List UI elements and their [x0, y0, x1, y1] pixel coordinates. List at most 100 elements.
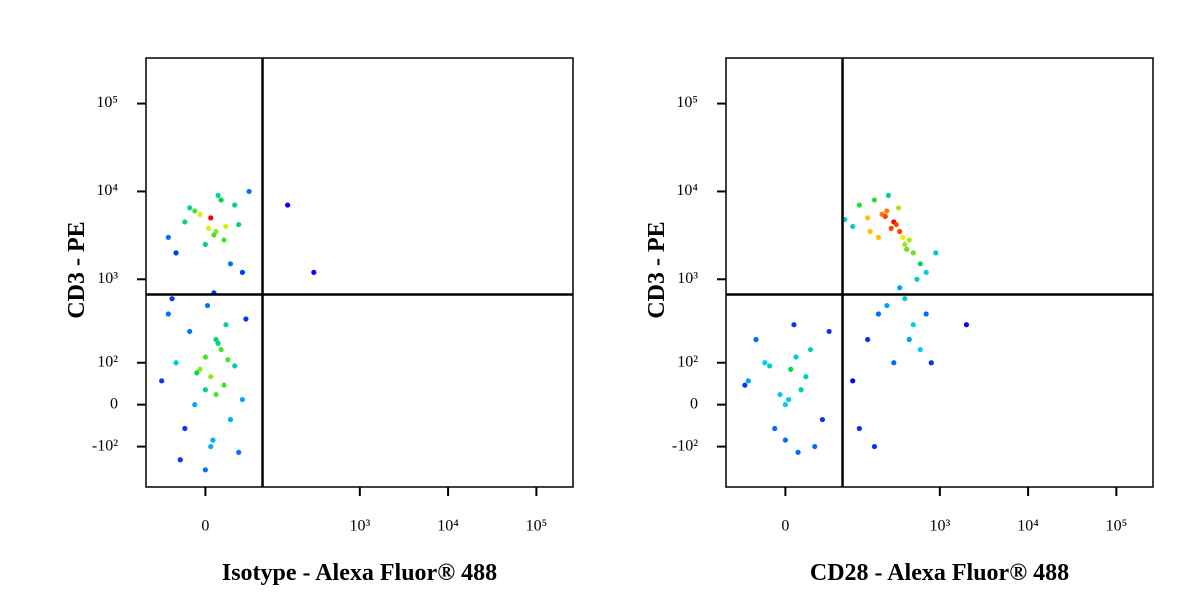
x-tick-label: 10⁴ — [437, 518, 459, 535]
x-tick-label: 10³ — [349, 518, 370, 535]
event-dot — [867, 228, 873, 235]
event-dot — [893, 221, 899, 228]
event-dot — [850, 378, 856, 384]
event-dot — [206, 225, 212, 231]
x-axis-title: Isotype - Alexa Fluor® 488 — [222, 560, 497, 586]
x-tick-label: 10³ — [929, 518, 950, 535]
event-dot — [204, 302, 211, 309]
event-dot — [786, 396, 792, 403]
event-dot — [232, 202, 238, 208]
event-dot — [782, 402, 788, 408]
event-dot — [762, 360, 768, 366]
event-dot — [208, 443, 214, 450]
event-dot — [742, 382, 748, 388]
event-dot — [897, 285, 903, 291]
y-axis-title: CD3 - PE — [644, 221, 670, 318]
event-dot — [888, 225, 894, 231]
event-dot — [165, 234, 171, 240]
event-dot — [871, 197, 878, 203]
x-tick-label: 0 — [781, 518, 789, 535]
event-dot — [871, 443, 878, 450]
event-dot — [798, 387, 804, 393]
y-tick-label: 0 — [690, 395, 698, 412]
event-dot — [285, 202, 291, 208]
event-dot — [753, 336, 759, 343]
event-dot — [902, 296, 908, 302]
event-dot — [807, 346, 814, 353]
event-dot — [173, 360, 179, 366]
event-dot — [236, 221, 242, 228]
event-dot — [819, 416, 826, 423]
event-dot — [202, 354, 208, 360]
event-dot — [210, 437, 216, 443]
event-dot — [208, 374, 214, 380]
event-dot — [812, 443, 818, 450]
event-dot — [875, 234, 882, 240]
x-tick-label: 10⁵ — [1106, 518, 1128, 535]
event-dot — [917, 346, 923, 353]
event-dot — [202, 467, 208, 473]
event-dot — [850, 223, 856, 230]
event-dot — [225, 357, 231, 363]
event-dot — [803, 374, 809, 380]
event-dot — [182, 219, 188, 225]
event-dot — [169, 296, 175, 302]
event-dot — [788, 366, 794, 372]
event-dot — [865, 215, 871, 221]
event-dot — [165, 311, 171, 317]
plot-frame — [725, 57, 1154, 488]
y-tick-label: 10⁵ — [96, 94, 118, 111]
y-tick-label: 10² — [97, 353, 118, 370]
event-dot — [194, 370, 200, 376]
event-dot — [202, 241, 208, 247]
event-dot — [777, 391, 783, 398]
event-dot — [795, 449, 801, 455]
y-tick-label: 0 — [110, 395, 118, 412]
event-dot — [884, 208, 890, 214]
event-dot — [311, 269, 317, 275]
event-dot — [159, 378, 165, 384]
event-dot — [213, 391, 219, 398]
y-tick-label: 10⁵ — [676, 94, 698, 111]
event-dot — [192, 208, 198, 214]
event-dot — [767, 363, 773, 369]
event-dot — [223, 322, 229, 328]
event-dot — [793, 354, 799, 360]
event-dot — [218, 197, 224, 203]
event-dot — [826, 328, 832, 335]
event-dot — [221, 237, 227, 243]
event-dot — [182, 425, 188, 432]
event-dot — [232, 363, 238, 369]
x-tick-label: 0 — [201, 518, 209, 535]
event-dot — [856, 202, 862, 208]
event-dot — [187, 328, 193, 335]
event-dot — [239, 396, 246, 403]
y-tick-label: 10⁴ — [676, 182, 698, 199]
event-dot — [239, 269, 246, 275]
y-axis-title: CD3 - PE — [64, 221, 90, 318]
event-dot — [906, 237, 912, 243]
event-dot — [933, 250, 939, 256]
event-dot — [173, 250, 179, 256]
event-dot — [910, 250, 916, 256]
y-tick-label: 10³ — [97, 270, 118, 287]
event-dot — [865, 336, 871, 343]
event-dot — [917, 261, 923, 267]
event-dot — [885, 192, 891, 199]
event-dot — [197, 211, 203, 217]
y-tick-label: 10⁴ — [96, 182, 118, 199]
event-dot — [192, 402, 198, 408]
event-dot — [236, 449, 242, 455]
event-dot — [227, 261, 234, 267]
event-dot — [963, 322, 969, 328]
event-dot — [897, 228, 903, 235]
event-dot — [177, 457, 183, 463]
y-tick-label: -10² — [92, 437, 118, 454]
event-dot — [208, 215, 214, 221]
event-dot — [902, 241, 908, 247]
event-dot — [923, 311, 929, 317]
event-dot — [928, 360, 934, 366]
event-dot — [202, 387, 208, 393]
